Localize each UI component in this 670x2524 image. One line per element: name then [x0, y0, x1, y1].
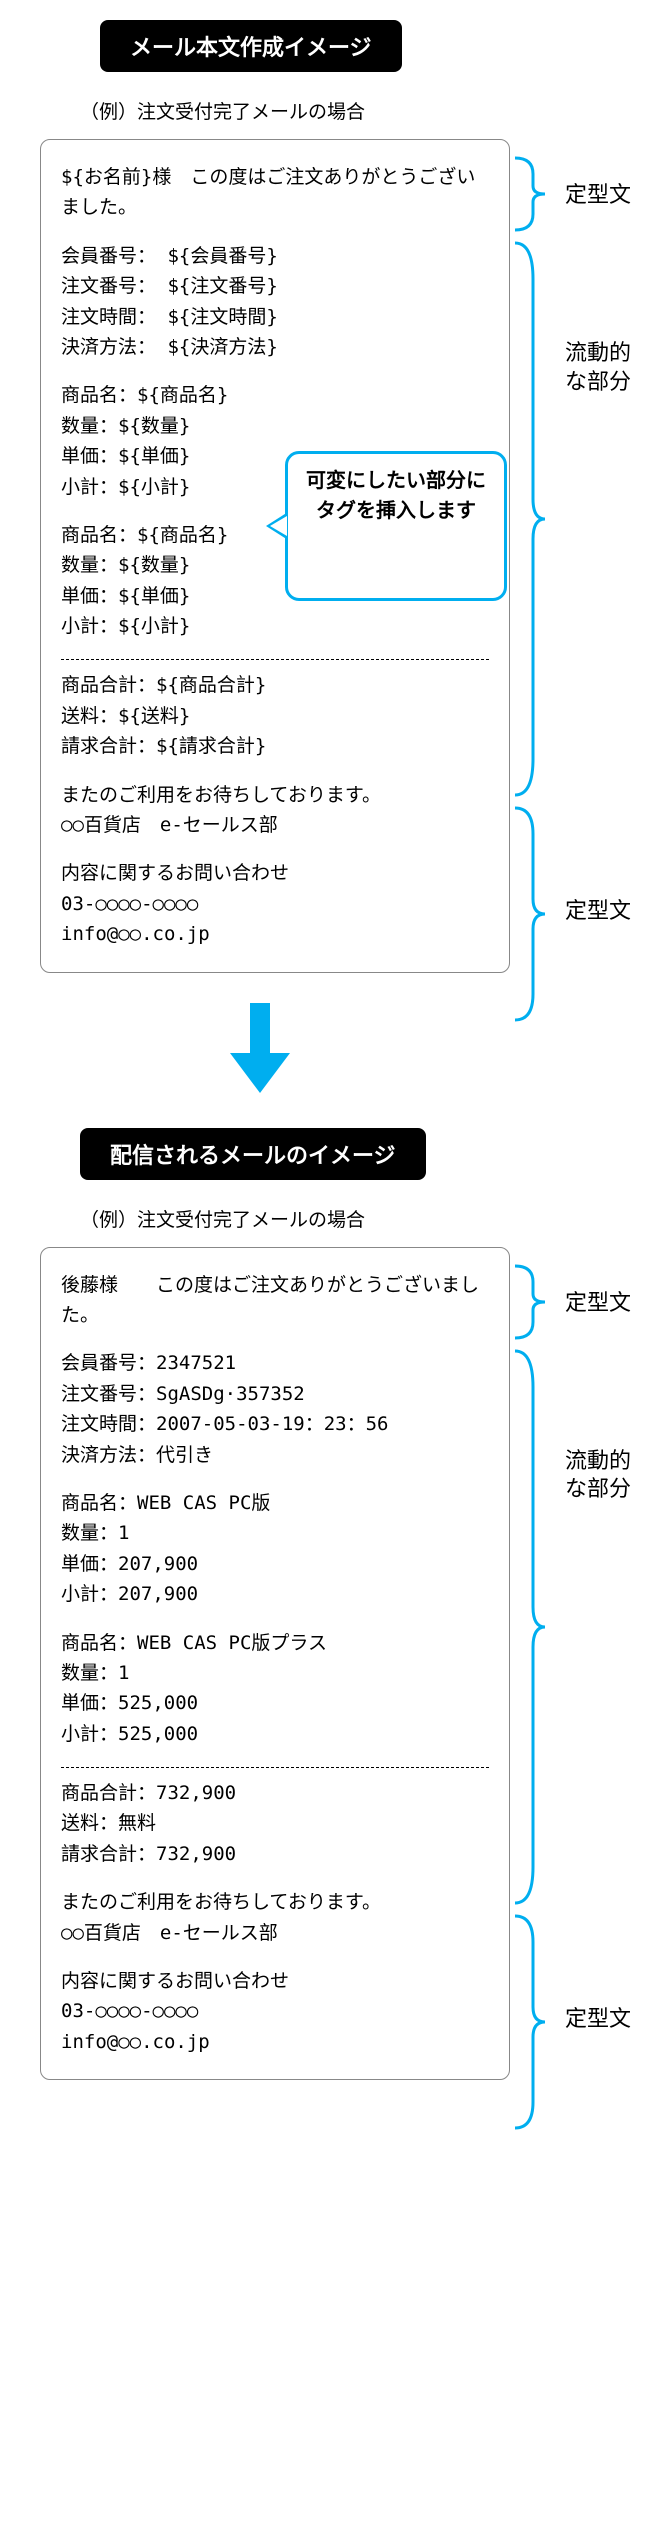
bottom-example-label: （例）注文受付完了メールの場合: [80, 1205, 670, 1232]
field-row: 会員番号： ${会員番号}: [61, 241, 489, 271]
closing1-block: またのご利用をお待ちしております。 ○○百貨店 e-セールス部: [61, 780, 489, 841]
field-row: 小計：${小計}: [61, 611, 489, 641]
bracket-bottom-variable: [515, 1347, 560, 1907]
field-row: 注文時間：2007-05-03-19：23：56: [61, 1409, 489, 1439]
divider: [61, 659, 489, 660]
top-panel: ${お名前}様 この度はご注文ありがとうございました。 会員番号： ${会員番号…: [40, 139, 640, 973]
field-row: 請求合計：${請求合計}: [61, 731, 489, 761]
annot-variable: 流動的 な部分: [565, 1447, 631, 1504]
divider: [61, 1767, 489, 1768]
closing2-block: 内容に関するお問い合わせ 03-○○○○-○○○○ info@○○.co.jp: [61, 1966, 489, 2057]
bracket-top-fixed2: [515, 804, 560, 1024]
bottom-panel: 後藤様 この度はご注文ありがとうございました。 会員番号：2347521 注文番…: [40, 1247, 640, 2081]
annot-fixed2: 定型文: [565, 2005, 631, 2034]
field-row: 注文番号：SgASDg·357352: [61, 1379, 489, 1409]
closing2-block: 内容に関するお問い合わせ 03-○○○○-○○○○ info@○○.co.jp: [61, 858, 489, 949]
bracket-top-fixed1: [515, 154, 560, 234]
annot-fixed1: 定型文: [565, 181, 631, 210]
field-row: 会員番号：2347521: [61, 1348, 489, 1378]
field-row: 送料：${送料}: [61, 701, 489, 731]
field-row: ○○百貨店 e-セールス部: [61, 1918, 489, 1948]
field-row: info@○○.co.jp: [61, 2027, 489, 2057]
closing1-block: またのご利用をお待ちしております。 ○○百貨店 e-セールス部: [61, 1887, 489, 1948]
field-row: 03-○○○○-○○○○: [61, 1996, 489, 2026]
field-row: 数量：1: [61, 1658, 489, 1688]
field-row: 内容に関するお問い合わせ: [61, 1966, 489, 1996]
field-row: 単価：525,000: [61, 1688, 489, 1718]
totals-block: 商品合計：732,900 送料：無料 請求合計：732,900: [61, 1778, 489, 1869]
top-section-title: メール本文作成イメージ: [100, 20, 402, 72]
bracket-bottom-fixed1: [515, 1262, 560, 1342]
field-row: ○○百貨店 e-セールス部: [61, 810, 489, 840]
totals-block: 商品合計：${商品合計} 送料：${送料} 請求合計：${請求合計}: [61, 670, 489, 761]
greeting-block: 後藤様 この度はご注文ありがとうございました。: [61, 1270, 489, 1331]
order-fields-block: 会員番号：2347521 注文番号：SgASDg·357352 注文時間：200…: [61, 1348, 489, 1470]
bracket-bottom-fixed2: [515, 1912, 560, 2132]
order-fields-block: 会員番号： ${会員番号} 注文番号： ${注文番号} 注文時間： ${注文時間…: [61, 241, 489, 363]
field-row: 商品名：WEB CAS PC版: [61, 1488, 489, 1518]
annot-fixed2: 定型文: [565, 897, 631, 926]
field-row: 商品合計：${商品合計}: [61, 670, 489, 700]
field-row: 決済方法： ${決済方法}: [61, 332, 489, 362]
field-row: 送料：無料: [61, 1808, 489, 1838]
item2-block: 商品名：WEB CAS PC版プラス 数量：1 単価：525,000 小計：52…: [61, 1628, 489, 1750]
field-row: 注文番号： ${注文番号}: [61, 271, 489, 301]
field-row: 小計：525,000: [61, 1719, 489, 1749]
field-row: 商品名：WEB CAS PC版プラス: [61, 1628, 489, 1658]
bracket-top-variable: [515, 239, 560, 799]
field-row: 内容に関するお問い合わせ: [61, 858, 489, 888]
item1-block: 商品名：WEB CAS PC版 数量：1 単価：207,900 小計：207,9…: [61, 1488, 489, 1610]
field-row: 商品合計：732,900: [61, 1778, 489, 1808]
bottom-email-box: 後藤様 この度はご注文ありがとうございました。 会員番号：2347521 注文番…: [40, 1247, 510, 2081]
field-row: 単価：207,900: [61, 1549, 489, 1579]
field-row: またのご利用をお待ちしております。: [61, 780, 489, 810]
field-row: 商品名：${商品名}: [61, 380, 489, 410]
field-row: またのご利用をお待ちしております。: [61, 1887, 489, 1917]
field-row: 決済方法：代引き: [61, 1440, 489, 1470]
field-row: 03-○○○○-○○○○: [61, 889, 489, 919]
annot-fixed1: 定型文: [565, 1289, 631, 1318]
callout-arrow-icon: [266, 512, 288, 540]
callout-tag-insert: 可変にしたい部分に タグを挿入します: [285, 451, 507, 601]
annot-variable: 流動的 な部分: [565, 339, 631, 396]
field-row: 注文時間： ${注文時間}: [61, 302, 489, 332]
top-example-label: （例）注文受付完了メールの場合: [80, 97, 670, 124]
field-row: 請求合計：732,900: [61, 1839, 489, 1869]
field-row: 数量：${数量}: [61, 411, 489, 441]
field-row: info@○○.co.jp: [61, 919, 489, 949]
field-row: 数量：1: [61, 1518, 489, 1548]
greeting-block: ${お名前}様 この度はご注文ありがとうございました。: [61, 162, 489, 223]
bottom-section-title: 配信されるメールのイメージ: [80, 1128, 426, 1180]
field-row: 小計：207,900: [61, 1579, 489, 1609]
down-arrow-icon: [230, 1003, 290, 1093]
